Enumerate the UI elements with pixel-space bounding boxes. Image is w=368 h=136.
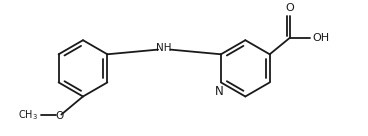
Text: O: O bbox=[56, 111, 64, 121]
Text: OH: OH bbox=[313, 33, 330, 43]
Text: NH: NH bbox=[156, 43, 172, 53]
Text: O: O bbox=[285, 3, 294, 13]
Text: N: N bbox=[215, 85, 223, 98]
Text: CH$_3$: CH$_3$ bbox=[18, 108, 38, 122]
